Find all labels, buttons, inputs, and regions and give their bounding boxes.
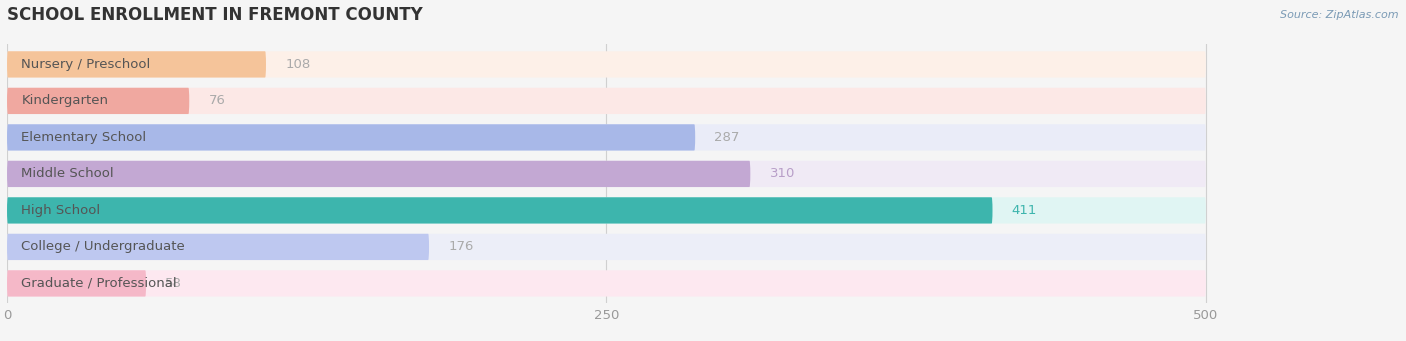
Text: 287: 287: [714, 131, 740, 144]
Text: SCHOOL ENROLLMENT IN FREMONT COUNTY: SCHOOL ENROLLMENT IN FREMONT COUNTY: [7, 5, 423, 24]
Text: 76: 76: [208, 94, 225, 107]
Text: Graduate / Professional: Graduate / Professional: [21, 277, 177, 290]
FancyBboxPatch shape: [7, 51, 1206, 77]
Text: 411: 411: [1012, 204, 1038, 217]
Text: 58: 58: [166, 277, 183, 290]
Text: 108: 108: [285, 58, 311, 71]
FancyBboxPatch shape: [7, 124, 695, 150]
FancyBboxPatch shape: [7, 51, 266, 77]
FancyBboxPatch shape: [7, 197, 1206, 224]
Text: Nursery / Preschool: Nursery / Preschool: [21, 58, 150, 71]
FancyBboxPatch shape: [7, 88, 190, 114]
Text: College / Undergraduate: College / Undergraduate: [21, 240, 186, 253]
Text: 176: 176: [449, 240, 474, 253]
Text: 310: 310: [769, 167, 794, 180]
FancyBboxPatch shape: [7, 88, 1206, 114]
Text: High School: High School: [21, 204, 101, 217]
FancyBboxPatch shape: [7, 197, 993, 224]
Text: Elementary School: Elementary School: [21, 131, 146, 144]
FancyBboxPatch shape: [7, 270, 1206, 297]
FancyBboxPatch shape: [7, 270, 146, 297]
FancyBboxPatch shape: [7, 161, 751, 187]
FancyBboxPatch shape: [7, 234, 429, 260]
Text: Source: ZipAtlas.com: Source: ZipAtlas.com: [1281, 10, 1399, 20]
FancyBboxPatch shape: [7, 234, 1206, 260]
FancyBboxPatch shape: [7, 161, 1206, 187]
FancyBboxPatch shape: [7, 124, 1206, 150]
Text: Kindergarten: Kindergarten: [21, 94, 108, 107]
Text: Middle School: Middle School: [21, 167, 114, 180]
